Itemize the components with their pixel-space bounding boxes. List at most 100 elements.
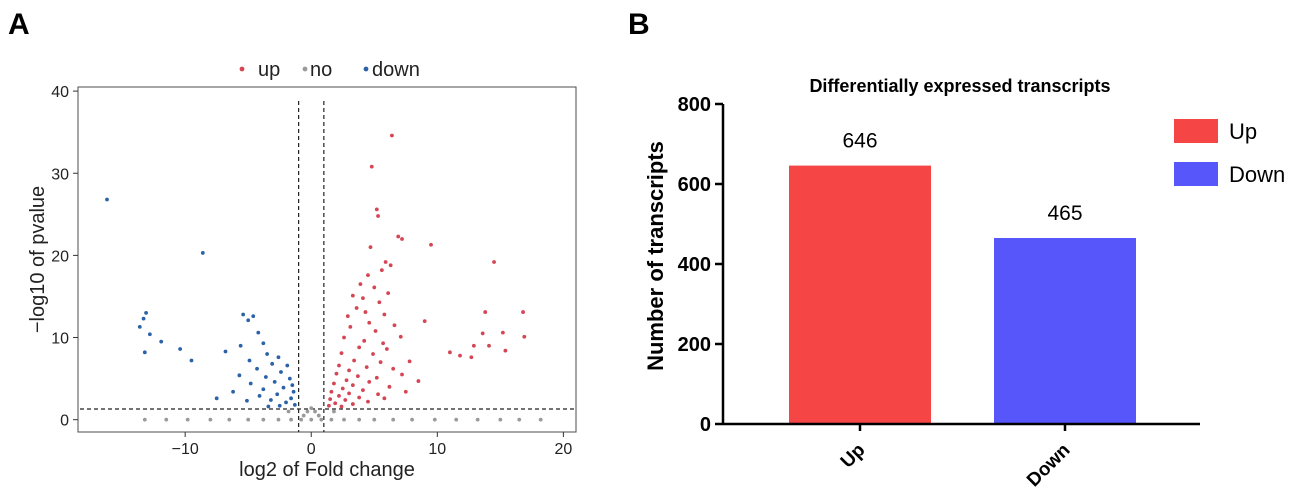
point-no: [276, 417, 281, 422]
point-down: [251, 314, 256, 319]
point-up: [339, 351, 344, 356]
point-up: [386, 291, 391, 296]
point-no: [316, 413, 321, 418]
point-up: [376, 392, 380, 397]
point-up: [352, 358, 357, 363]
point-no: [538, 417, 543, 422]
point-down: [105, 197, 109, 202]
point-down: [285, 363, 290, 368]
x-tick-label: 10: [428, 441, 446, 458]
point-no: [313, 409, 317, 414]
point-down: [279, 370, 283, 374]
point-no: [410, 417, 415, 422]
panel-label-a: A: [8, 8, 30, 41]
point-no: [261, 417, 266, 422]
point-up: [367, 320, 372, 325]
point-up: [383, 260, 388, 264]
point-up: [348, 324, 353, 329]
y-axis-title: −log10 of pvalue: [27, 186, 49, 333]
legend-label-no: no: [310, 59, 332, 81]
point-down: [141, 316, 146, 321]
point-up: [480, 331, 485, 336]
point-up: [416, 379, 421, 383]
point-up: [358, 282, 363, 287]
point-up: [337, 393, 341, 398]
data-label: 465: [1047, 202, 1082, 225]
point-down: [281, 385, 286, 390]
point-up: [369, 164, 374, 169]
point-up: [387, 384, 392, 389]
y-tick-label: 0: [700, 414, 711, 436]
point-down: [287, 376, 292, 381]
point-down: [189, 358, 194, 363]
point-up: [492, 260, 496, 264]
point-up: [487, 343, 491, 348]
point-up: [382, 396, 387, 401]
point-up: [366, 273, 370, 278]
point-up: [364, 365, 369, 370]
point-down: [290, 383, 295, 388]
point-down: [291, 389, 296, 394]
point-down: [292, 402, 297, 407]
point-up: [458, 353, 462, 358]
point-up: [326, 403, 331, 408]
y-tick-label: 800: [678, 94, 711, 116]
point-down: [275, 392, 280, 397]
point-up: [448, 350, 452, 355]
point-no: [301, 413, 306, 418]
volcano-plot: −10 0 10 20 0 10 20 30 40 log2 of Fold change −log…: [27, 59, 577, 481]
point-down: [256, 330, 261, 335]
point-down: [257, 393, 262, 398]
point-up: [384, 347, 389, 351]
point-up: [392, 323, 397, 328]
point-up: [429, 242, 433, 247]
point-no: [246, 417, 251, 422]
point-down: [263, 375, 268, 379]
point-up: [522, 334, 527, 339]
point-down: [241, 312, 246, 317]
point-up: [343, 398, 348, 402]
point-up: [340, 386, 345, 391]
bar-chart: Differentially expressed transcripts 646 U…: [643, 76, 1285, 491]
point-no: [227, 417, 232, 422]
point-down: [159, 339, 164, 344]
point-up: [373, 329, 378, 333]
point-no: [286, 409, 291, 414]
point-no: [391, 417, 396, 422]
point-down: [137, 324, 142, 329]
y-tick-label: 30: [51, 166, 69, 183]
point-no: [289, 417, 293, 422]
y-tick-label: 10: [51, 331, 69, 348]
point-no: [299, 417, 304, 422]
point-up: [381, 341, 386, 346]
point-no: [342, 417, 346, 422]
x-axis-title: log2 of Fold change: [239, 459, 415, 481]
point-up: [390, 133, 394, 138]
legend-label-down: down: [372, 59, 420, 81]
y-tick-label: 0: [60, 413, 69, 430]
point-up: [333, 401, 338, 406]
point-down: [238, 343, 243, 348]
y-tick-label: 400: [678, 254, 711, 276]
point-up: [371, 352, 375, 356]
point-down: [246, 318, 251, 323]
point-up: [361, 296, 365, 301]
data-label: 646: [842, 130, 877, 153]
point-up: [347, 368, 351, 373]
point-up: [372, 285, 377, 290]
point-up: [368, 245, 373, 250]
point-up: [471, 343, 476, 348]
point-up: [377, 300, 382, 305]
point-up: [361, 388, 365, 393]
point-up: [355, 374, 360, 379]
legend-label-up: Up: [1229, 119, 1257, 144]
point-down: [144, 310, 148, 315]
point-down: [261, 341, 266, 346]
point-up: [342, 335, 346, 340]
point-down: [237, 373, 242, 378]
bar-down: [994, 238, 1136, 424]
point-down: [289, 396, 293, 401]
point-no: [305, 409, 310, 414]
point-up: [354, 306, 359, 310]
legend-swatch-up: [1174, 119, 1218, 143]
